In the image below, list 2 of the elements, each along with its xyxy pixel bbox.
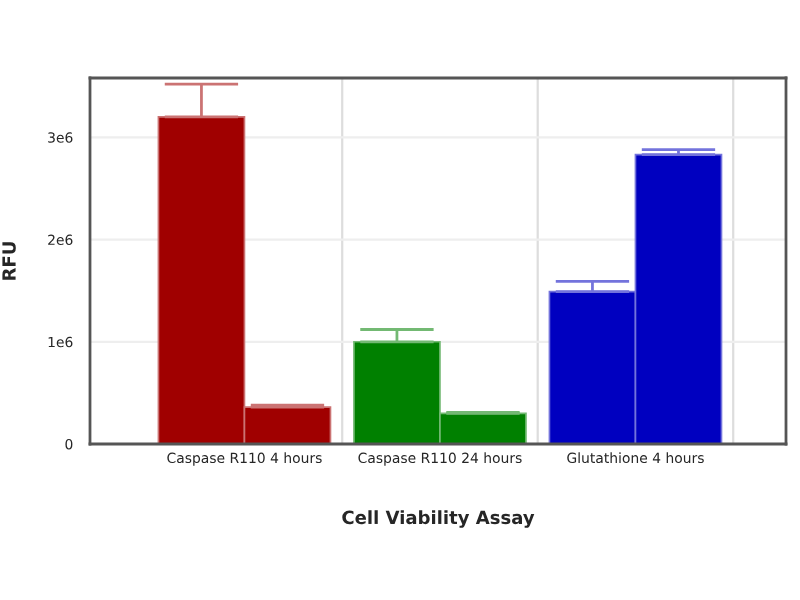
x-axis-title: Cell Viability Assay	[342, 510, 535, 528]
y-axis-title: RFU	[2, 242, 16, 280]
